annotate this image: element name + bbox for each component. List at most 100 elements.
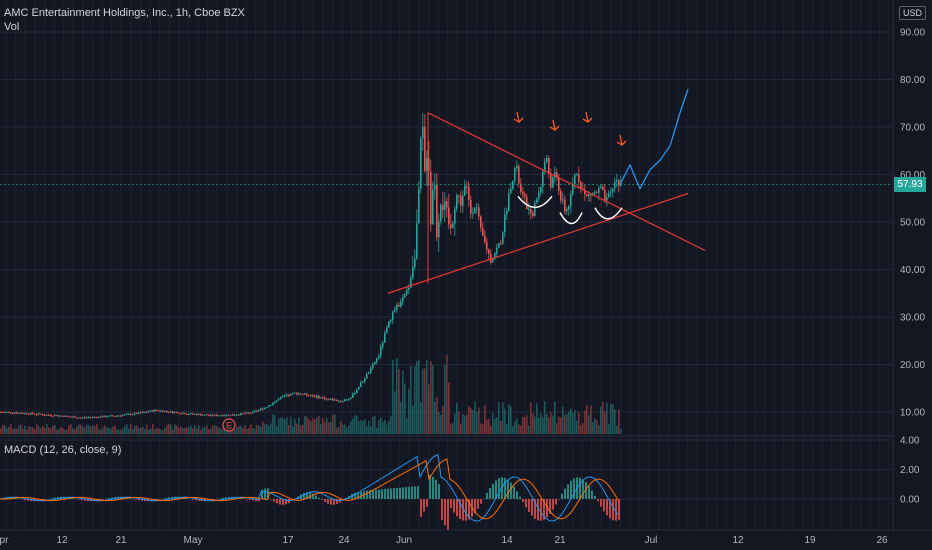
macd-histogram-bar bbox=[558, 499, 560, 500]
volume-bar bbox=[240, 426, 242, 434]
volume-bar bbox=[600, 406, 602, 434]
volume-bar bbox=[182, 427, 184, 434]
volume-bar bbox=[6, 428, 8, 434]
volume-bar bbox=[380, 417, 382, 434]
candle-body bbox=[464, 185, 466, 196]
volume-bar bbox=[14, 428, 16, 434]
volume-bar bbox=[374, 415, 376, 434]
volume-bar bbox=[352, 418, 354, 434]
volume-bar bbox=[0, 428, 2, 434]
macd-histogram-bar bbox=[402, 487, 404, 499]
macd-histogram-bar bbox=[477, 499, 479, 509]
volume-bar bbox=[536, 403, 538, 434]
volume-bar bbox=[486, 419, 488, 434]
macd-histogram-bar bbox=[252, 499, 254, 501]
candle-body bbox=[106, 416, 108, 418]
volume-bar bbox=[448, 382, 450, 434]
macd-histogram-bar bbox=[333, 499, 335, 505]
candle-body bbox=[348, 399, 350, 401]
candle-body bbox=[456, 195, 458, 209]
volume-bar bbox=[106, 427, 108, 434]
volume-bar bbox=[254, 428, 256, 434]
volume-bar bbox=[56, 429, 58, 434]
volume-bar bbox=[576, 420, 578, 434]
macd-histogram-bar bbox=[414, 486, 416, 499]
candle-body bbox=[550, 173, 552, 188]
macd-histogram-bar bbox=[609, 499, 611, 519]
macd-histogram-bar bbox=[207, 499, 209, 502]
volume-bar bbox=[328, 422, 330, 434]
candle-body bbox=[60, 415, 62, 417]
candle-body bbox=[152, 410, 154, 412]
volume-bar bbox=[514, 421, 516, 434]
candle-body bbox=[486, 242, 488, 251]
candle-body bbox=[316, 395, 318, 398]
volume-bar bbox=[176, 425, 178, 434]
candle-body bbox=[560, 190, 562, 201]
candle-body bbox=[34, 413, 36, 415]
volume-bar bbox=[532, 413, 534, 434]
macd-histogram-bar bbox=[411, 486, 413, 499]
macd-histogram-bar bbox=[195, 499, 197, 501]
macd-histogram-bar bbox=[306, 492, 308, 499]
macd-histogram-bar bbox=[78, 499, 80, 500]
candle-body bbox=[80, 417, 82, 419]
candle-body bbox=[478, 207, 480, 217]
macd-histogram-bar bbox=[387, 488, 389, 499]
macd-histogram-bar bbox=[432, 476, 434, 499]
candle-body bbox=[234, 414, 236, 416]
candle-body bbox=[426, 157, 428, 171]
volume-bar bbox=[204, 427, 206, 434]
candle-body bbox=[120, 415, 122, 417]
candle-body bbox=[200, 414, 202, 416]
axis-labels: 90.00 80.00 70.00 60.00 50.00 40.00 30.00 20.00… bbox=[0, 28, 925, 547]
candle-body bbox=[290, 393, 292, 396]
candle-body bbox=[108, 415, 110, 417]
volume-bar bbox=[116, 429, 118, 434]
candle-body bbox=[52, 415, 54, 417]
candle-body bbox=[8, 412, 10, 414]
macd-histogram-bar bbox=[597, 499, 599, 502]
candle-body bbox=[618, 180, 620, 186]
macd-histogram-bar bbox=[84, 499, 86, 501]
volume-bar bbox=[350, 421, 352, 434]
candle-body bbox=[586, 194, 588, 196]
volume-bar bbox=[474, 401, 476, 434]
candle-body bbox=[62, 415, 64, 417]
time-tick-label: 12 bbox=[732, 535, 744, 546]
macd-histogram-bar bbox=[456, 499, 458, 517]
candle-body bbox=[528, 209, 530, 211]
candle-body bbox=[518, 166, 520, 184]
earnings-marker-label: E bbox=[226, 421, 232, 431]
macd-histogram-bar bbox=[513, 486, 515, 499]
candle-body bbox=[552, 177, 554, 188]
candle-body bbox=[396, 305, 398, 310]
volume-bar bbox=[86, 424, 88, 434]
volume-bar bbox=[402, 370, 404, 434]
candle-body bbox=[350, 397, 352, 400]
volume-bar bbox=[138, 427, 140, 434]
volume-bar bbox=[494, 418, 496, 434]
candle-body bbox=[446, 201, 448, 208]
macd-histogram-bar bbox=[579, 477, 581, 499]
volume-bar bbox=[132, 429, 134, 434]
macd-histogram-bar bbox=[51, 498, 53, 499]
candle-body bbox=[516, 166, 518, 168]
volume-bar bbox=[470, 408, 472, 434]
candle-body bbox=[404, 294, 406, 298]
candle-body bbox=[40, 413, 42, 415]
volume-bar bbox=[322, 418, 324, 434]
currency-button[interactable]: USD bbox=[898, 6, 926, 20]
arrow-mark bbox=[549, 119, 560, 131]
macd-histogram-bar bbox=[417, 486, 419, 499]
candle-body bbox=[492, 258, 494, 263]
macd-histogram-bar bbox=[552, 499, 554, 510]
candle-body bbox=[298, 393, 300, 395]
candle-body bbox=[28, 413, 30, 415]
volume-bar bbox=[366, 426, 368, 434]
candle-body bbox=[184, 413, 186, 415]
candle-body bbox=[178, 412, 180, 414]
candle-body bbox=[38, 413, 40, 415]
candle-body bbox=[254, 410, 256, 412]
